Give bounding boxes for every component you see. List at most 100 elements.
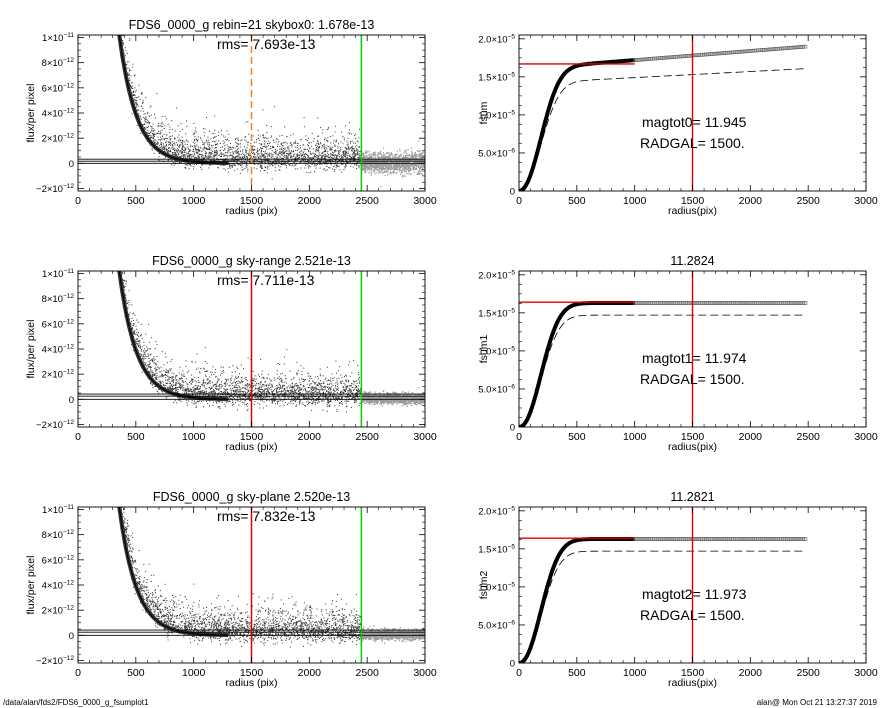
curve-marker <box>701 52 706 57</box>
scatter-point <box>295 164 297 166</box>
scatter-point-outer <box>366 158 369 160</box>
scatter-point-outer <box>423 165 425 167</box>
scatter-point <box>151 128 153 130</box>
scatter-point <box>311 163 313 165</box>
scatter-point <box>354 153 356 155</box>
scatter-point <box>313 158 315 159</box>
scatter-point <box>216 144 218 145</box>
scatter-point-outer <box>414 152 417 154</box>
scatter-point <box>253 163 255 165</box>
scatter-point <box>171 128 173 130</box>
scatter-point <box>168 144 169 146</box>
scatter-point-outer <box>364 170 367 172</box>
scatter-point <box>142 356 144 358</box>
scatter-point <box>119 18 120 19</box>
scatter-point <box>138 114 140 116</box>
scatter-point <box>273 162 275 164</box>
scatter-point-outer <box>418 163 420 166</box>
scatter-point <box>307 400 309 402</box>
scatter-point <box>259 161 261 163</box>
scatter-point <box>281 161 283 163</box>
scatter-point <box>179 146 180 148</box>
scatter-point <box>121 24 122 25</box>
scatter-point <box>271 178 273 180</box>
scatter-point <box>232 153 234 155</box>
scatter-point <box>318 161 320 163</box>
scatter-point <box>164 374 166 375</box>
scatter-point <box>357 160 359 161</box>
scatter-point <box>127 74 129 75</box>
scatter-point-outer <box>386 165 388 167</box>
scatter-point <box>142 99 144 101</box>
scatter-point-outer <box>387 168 389 170</box>
scatter-point <box>207 136 209 138</box>
scatter-point <box>319 160 321 162</box>
scatter-point <box>180 156 182 158</box>
scatter-point <box>291 151 293 153</box>
scatter-point-outer <box>382 152 384 154</box>
scatter-point <box>343 137 345 139</box>
scatter-point <box>249 154 251 156</box>
scatter-point <box>344 396 346 398</box>
scatter-point <box>204 153 206 155</box>
scatter-point <box>317 149 319 151</box>
scatter-point <box>351 147 353 149</box>
scatter-point <box>289 153 291 155</box>
scatter-point <box>294 389 296 391</box>
scatter-point <box>232 164 234 166</box>
scatter-point <box>275 163 277 165</box>
scatter-point <box>256 168 258 170</box>
scatter-point-outer <box>414 161 416 163</box>
scatter-point <box>269 378 270 380</box>
scatter-point <box>340 394 342 396</box>
scatter-point <box>236 143 238 144</box>
scatter-point <box>267 145 269 147</box>
scatter-point <box>132 66 134 68</box>
scatter-point <box>214 154 216 156</box>
scatter-point <box>293 161 295 163</box>
scatter-point-outer <box>382 156 384 158</box>
scatter-point <box>162 149 164 150</box>
scatter-point <box>223 153 225 155</box>
scatter-point <box>231 166 233 168</box>
curve-marker <box>799 45 804 49</box>
scatter-point <box>279 153 281 154</box>
scatter-point-outer <box>382 167 384 169</box>
scatter-point <box>195 156 196 158</box>
scatter-point-outer <box>369 168 371 170</box>
scatter-point-outer <box>388 173 390 175</box>
scatter-point <box>140 93 142 95</box>
scatter-point <box>358 146 360 148</box>
scatter-point <box>312 152 314 154</box>
scatter-point <box>179 162 181 164</box>
scatter-point <box>341 159 343 161</box>
scatter-point <box>195 381 197 383</box>
scatter-point-outer <box>398 167 400 169</box>
scatter-point <box>151 126 153 128</box>
scatter-point <box>247 141 249 143</box>
scatter-point-outer <box>403 155 405 157</box>
scatter-point <box>261 148 263 150</box>
scatter-point <box>359 150 361 152</box>
scatter-point <box>184 143 186 145</box>
scatter-point <box>166 362 168 364</box>
scatter-point <box>348 132 350 134</box>
scatter-point <box>188 149 190 150</box>
scatter-point <box>344 153 346 155</box>
scatter-point-outer <box>423 165 425 167</box>
scatter-point <box>263 169 265 171</box>
scatter-point-outer <box>368 159 370 161</box>
scatter-point <box>150 136 152 138</box>
scatter-point <box>330 142 332 144</box>
scatter-point <box>236 161 237 163</box>
scatter-point-outer <box>387 159 389 161</box>
scatter-point-outer <box>391 161 393 163</box>
scatter-point <box>349 156 351 158</box>
scatter-point <box>284 391 286 393</box>
curve-marker <box>774 47 779 51</box>
scatter-point <box>341 403 343 405</box>
scatter-point <box>266 388 268 390</box>
scatter-point <box>324 154 326 155</box>
scatter-point <box>295 159 296 161</box>
scatter-point <box>317 147 319 149</box>
